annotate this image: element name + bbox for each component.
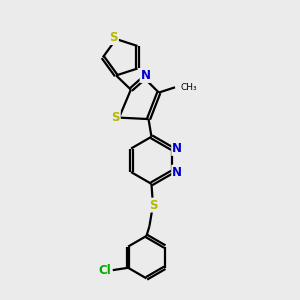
Text: Cl: Cl (98, 264, 111, 277)
Text: S: S (111, 111, 120, 124)
Text: S: S (110, 31, 118, 44)
Text: CH₃: CH₃ (180, 83, 197, 92)
Text: N: N (141, 69, 151, 82)
Text: N: N (172, 166, 182, 178)
Text: N: N (172, 142, 182, 155)
Text: S: S (149, 199, 157, 212)
